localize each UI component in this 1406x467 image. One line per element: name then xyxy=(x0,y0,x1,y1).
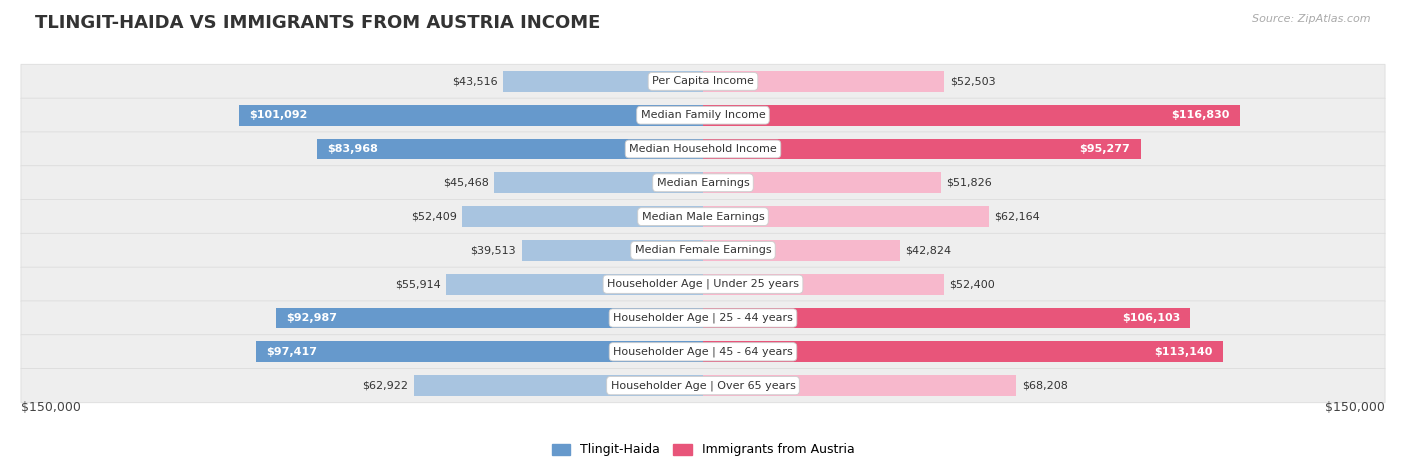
Text: $101,092: $101,092 xyxy=(249,110,308,120)
Text: $52,400: $52,400 xyxy=(949,279,995,289)
Bar xyxy=(703,139,1140,159)
Bar xyxy=(703,105,1240,126)
FancyBboxPatch shape xyxy=(21,368,1385,403)
FancyBboxPatch shape xyxy=(21,301,1385,335)
Bar xyxy=(239,105,703,126)
Bar xyxy=(703,274,943,295)
Text: Median Male Earnings: Median Male Earnings xyxy=(641,212,765,222)
Text: Source: ZipAtlas.com: Source: ZipAtlas.com xyxy=(1253,14,1371,24)
Text: Householder Age | 25 - 44 years: Householder Age | 25 - 44 years xyxy=(613,313,793,323)
Text: Householder Age | Under 25 years: Householder Age | Under 25 years xyxy=(607,279,799,290)
Text: $68,208: $68,208 xyxy=(1022,381,1067,390)
FancyBboxPatch shape xyxy=(21,335,1385,369)
Bar xyxy=(703,240,900,261)
Legend: Tlingit-Haida, Immigrants from Austria: Tlingit-Haida, Immigrants from Austria xyxy=(547,439,859,461)
Text: Householder Age | Over 65 years: Householder Age | Over 65 years xyxy=(610,380,796,391)
Text: $97,417: $97,417 xyxy=(266,347,316,357)
Text: $39,513: $39,513 xyxy=(471,245,516,255)
Text: $62,164: $62,164 xyxy=(994,212,1040,222)
Text: $43,516: $43,516 xyxy=(451,77,498,86)
FancyBboxPatch shape xyxy=(21,267,1385,301)
Bar xyxy=(318,139,703,159)
Bar xyxy=(703,375,1017,396)
Bar xyxy=(703,341,1223,362)
FancyBboxPatch shape xyxy=(21,98,1385,132)
Text: Median Female Earnings: Median Female Earnings xyxy=(634,245,772,255)
Bar xyxy=(703,308,1191,328)
Bar xyxy=(256,341,703,362)
FancyBboxPatch shape xyxy=(21,234,1385,268)
Text: $83,968: $83,968 xyxy=(328,144,378,154)
Bar xyxy=(703,206,988,227)
FancyBboxPatch shape xyxy=(21,64,1385,99)
Bar xyxy=(703,71,945,92)
Bar xyxy=(276,308,703,328)
Text: Per Capita Income: Per Capita Income xyxy=(652,77,754,86)
Text: Median Household Income: Median Household Income xyxy=(628,144,778,154)
FancyBboxPatch shape xyxy=(21,199,1385,234)
Text: $55,914: $55,914 xyxy=(395,279,440,289)
Text: Householder Age | 45 - 64 years: Householder Age | 45 - 64 years xyxy=(613,347,793,357)
Bar xyxy=(463,206,703,227)
Text: $42,824: $42,824 xyxy=(905,245,952,255)
Text: $116,830: $116,830 xyxy=(1171,110,1229,120)
Text: $62,922: $62,922 xyxy=(363,381,409,390)
Text: $150,000: $150,000 xyxy=(1326,401,1385,414)
FancyBboxPatch shape xyxy=(21,132,1385,166)
Text: $113,140: $113,140 xyxy=(1154,347,1212,357)
Text: $52,409: $52,409 xyxy=(411,212,457,222)
Text: Median Family Income: Median Family Income xyxy=(641,110,765,120)
Text: $106,103: $106,103 xyxy=(1122,313,1180,323)
Bar xyxy=(522,240,703,261)
Bar xyxy=(703,172,941,193)
Text: $92,987: $92,987 xyxy=(287,313,337,323)
Bar xyxy=(446,274,703,295)
FancyBboxPatch shape xyxy=(21,166,1385,200)
Text: $52,503: $52,503 xyxy=(949,77,995,86)
Bar xyxy=(503,71,703,92)
Bar xyxy=(413,375,703,396)
Bar xyxy=(494,172,703,193)
Text: $150,000: $150,000 xyxy=(21,401,80,414)
Text: Median Earnings: Median Earnings xyxy=(657,178,749,188)
Text: $45,468: $45,468 xyxy=(443,178,489,188)
Text: $95,277: $95,277 xyxy=(1080,144,1130,154)
Text: TLINGIT-HAIDA VS IMMIGRANTS FROM AUSTRIA INCOME: TLINGIT-HAIDA VS IMMIGRANTS FROM AUSTRIA… xyxy=(35,14,600,32)
Text: $51,826: $51,826 xyxy=(946,178,993,188)
